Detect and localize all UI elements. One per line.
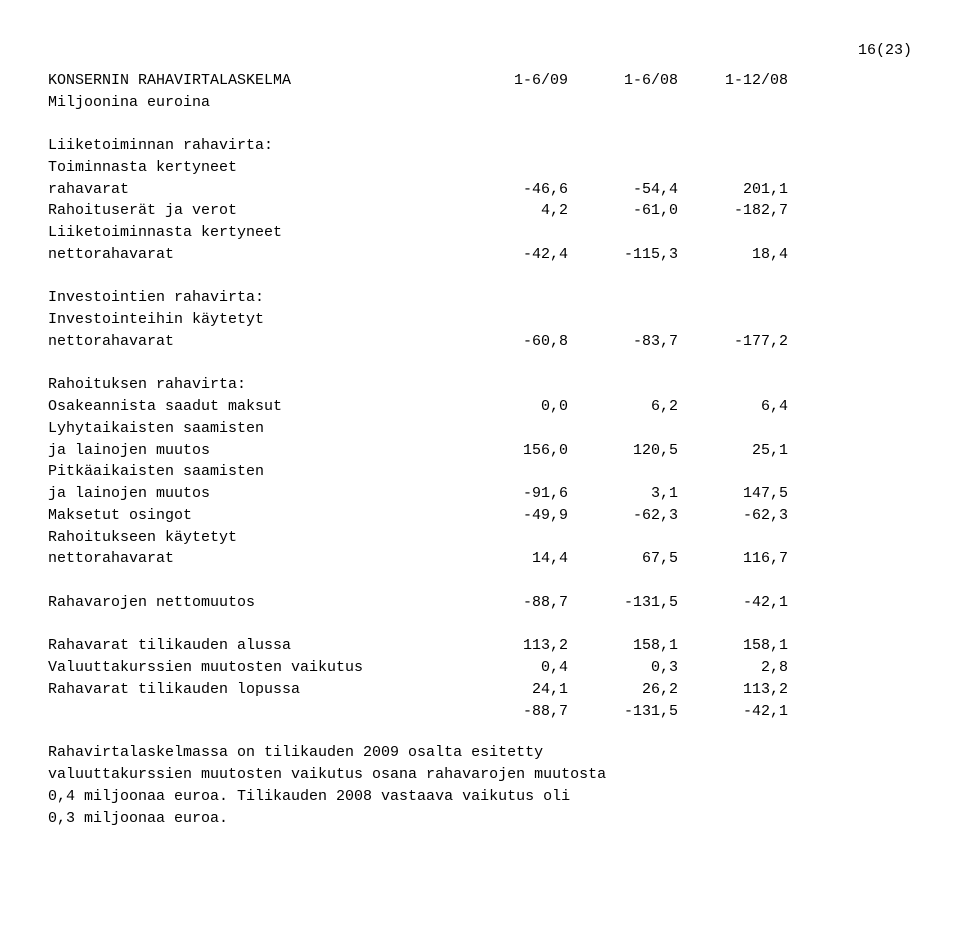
cell: -49,9 [458,505,568,527]
cell: 24,1 [458,679,568,701]
table-row: Osakeannista saadut maksut 0,0 6,2 6,4 [48,396,912,418]
cell: -42,1 [678,701,788,723]
row-label: nettorahavarat [48,244,458,266]
cell: 6,4 [678,396,788,418]
table-row: ja lainojen muutos 156,0 120,5 25,1 [48,440,912,462]
section3-header: Rahoituksen rahavirta: [48,374,912,396]
footnote: Rahavirtalaskelmassa on tilikauden 2009 … [48,742,912,829]
cell: 2,8 [678,657,788,679]
cell: -60,8 [458,331,568,353]
row-label-only: Lyhytaikaisten saamisten [48,418,912,440]
row-label: nettorahavarat [48,548,458,570]
row-label: rahavarat [48,179,458,201]
cell: -42,4 [458,244,568,266]
table-row: nettorahavarat -42,4 -115,3 18,4 [48,244,912,266]
cell: 113,2 [458,635,568,657]
row-label: Rahavarat tilikauden lopussa [48,679,458,701]
title-row: KONSERNIN RAHAVIRTALASKELMA 1-6/09 1-6/0… [48,70,912,92]
cell: -115,3 [568,244,678,266]
row-label: nettorahavarat [48,331,458,353]
cell: -62,3 [678,505,788,527]
cell: 0,3 [568,657,678,679]
table-row: nettorahavarat -60,8 -83,7 -177,2 [48,331,912,353]
cell: 67,5 [568,548,678,570]
table-row: Rahavarojen nettomuutos -88,7 -131,5 -42… [48,592,912,614]
table-row: nettorahavarat 14,4 67,5 116,7 [48,548,912,570]
row-label: Valuuttakurssien muutosten vaikutus [48,657,458,679]
table-row: Rahoituserät ja verot 4,2 -61,0 -182,7 [48,200,912,222]
cell: 113,2 [678,679,788,701]
cell: 0,4 [458,657,568,679]
cell: 6,2 [568,396,678,418]
table-row: Valuuttakurssien muutosten vaikutus 0,4 … [48,657,912,679]
section3-header-text: Rahoituksen rahavirta: [48,374,458,396]
table-row: Rahavarat tilikauden alussa 113,2 158,1 … [48,635,912,657]
subtitle: Miljoonina euroina [48,92,912,114]
cell: 156,0 [458,440,568,462]
table-row: ja lainojen muutos -91,6 3,1 147,5 [48,483,912,505]
label-text: Lyhytaikaisten saamisten [48,418,458,440]
section2-sub: Investointeihin käytetyt [48,309,912,331]
section1-header-text: Liiketoiminnan rahavirta: [48,135,458,157]
row-label: Rahavarat tilikauden alussa [48,635,458,657]
row-label [48,701,458,723]
cell: 0,0 [458,396,568,418]
cell: -42,1 [678,592,788,614]
cell: -88,7 [458,592,568,614]
label-text: Liiketoiminnasta kertyneet [48,222,458,244]
row-label: Maksetut osingot [48,505,458,527]
table-row: Maksetut osingot -49,9 -62,3 -62,3 [48,505,912,527]
row-label-only: Pitkäaikaisten saamisten [48,461,912,483]
title-label: KONSERNIN RAHAVIRTALASKELMA [48,70,458,92]
cell: 158,1 [678,635,788,657]
cell: -83,7 [568,331,678,353]
cell: 3,1 [568,483,678,505]
subtitle-text: Miljoonina euroina [48,92,458,114]
row-label: ja lainojen muutos [48,483,458,505]
cell: 25,1 [678,440,788,462]
section1-sub: Toiminnasta kertyneet [48,157,912,179]
section2-sub-text: Investointeihin käytetyt [48,309,458,331]
table-row: -88,7 -131,5 -42,1 [48,701,912,723]
cell: 4,2 [458,200,568,222]
cell: -91,6 [458,483,568,505]
col-h2: 1-6/08 [568,70,678,92]
section2-header-text: Investointien rahavirta: [48,287,458,309]
section2-header: Investointien rahavirta: [48,287,912,309]
row-label: ja lainojen muutos [48,440,458,462]
cell: 18,4 [678,244,788,266]
cell: 14,4 [458,548,568,570]
cell: -46,6 [458,179,568,201]
cell: -182,7 [678,200,788,222]
table-row: Rahavarat tilikauden lopussa 24,1 26,2 1… [48,679,912,701]
row-label: Rahoituserät ja verot [48,200,458,222]
col-h1: 1-6/09 [458,70,568,92]
cell: 201,1 [678,179,788,201]
page-number: 16(23) [48,40,912,62]
cell: 158,1 [568,635,678,657]
cell: -61,0 [568,200,678,222]
cell: -62,3 [568,505,678,527]
cell: 120,5 [568,440,678,462]
row-label-only: Rahoitukseen käytetyt [48,527,912,549]
cell: 26,2 [568,679,678,701]
section1-header: Liiketoiminnan rahavirta: [48,135,912,157]
cell: -177,2 [678,331,788,353]
cell: -54,4 [568,179,678,201]
row-label: Osakeannista saadut maksut [48,396,458,418]
row-label: Rahavarojen nettomuutos [48,592,458,614]
label-text: Rahoitukseen käytetyt [48,527,458,549]
cell: -131,5 [568,592,678,614]
cell: 147,5 [678,483,788,505]
col-h3: 1-12/08 [678,70,788,92]
section1-sub-text: Toiminnasta kertyneet [48,157,458,179]
table-row: rahavarat -46,6 -54,4 201,1 [48,179,912,201]
cell: 116,7 [678,548,788,570]
label-text: Pitkäaikaisten saamisten [48,461,458,483]
cell: -88,7 [458,701,568,723]
cell: -131,5 [568,701,678,723]
row-label-only: Liiketoiminnasta kertyneet [48,222,912,244]
